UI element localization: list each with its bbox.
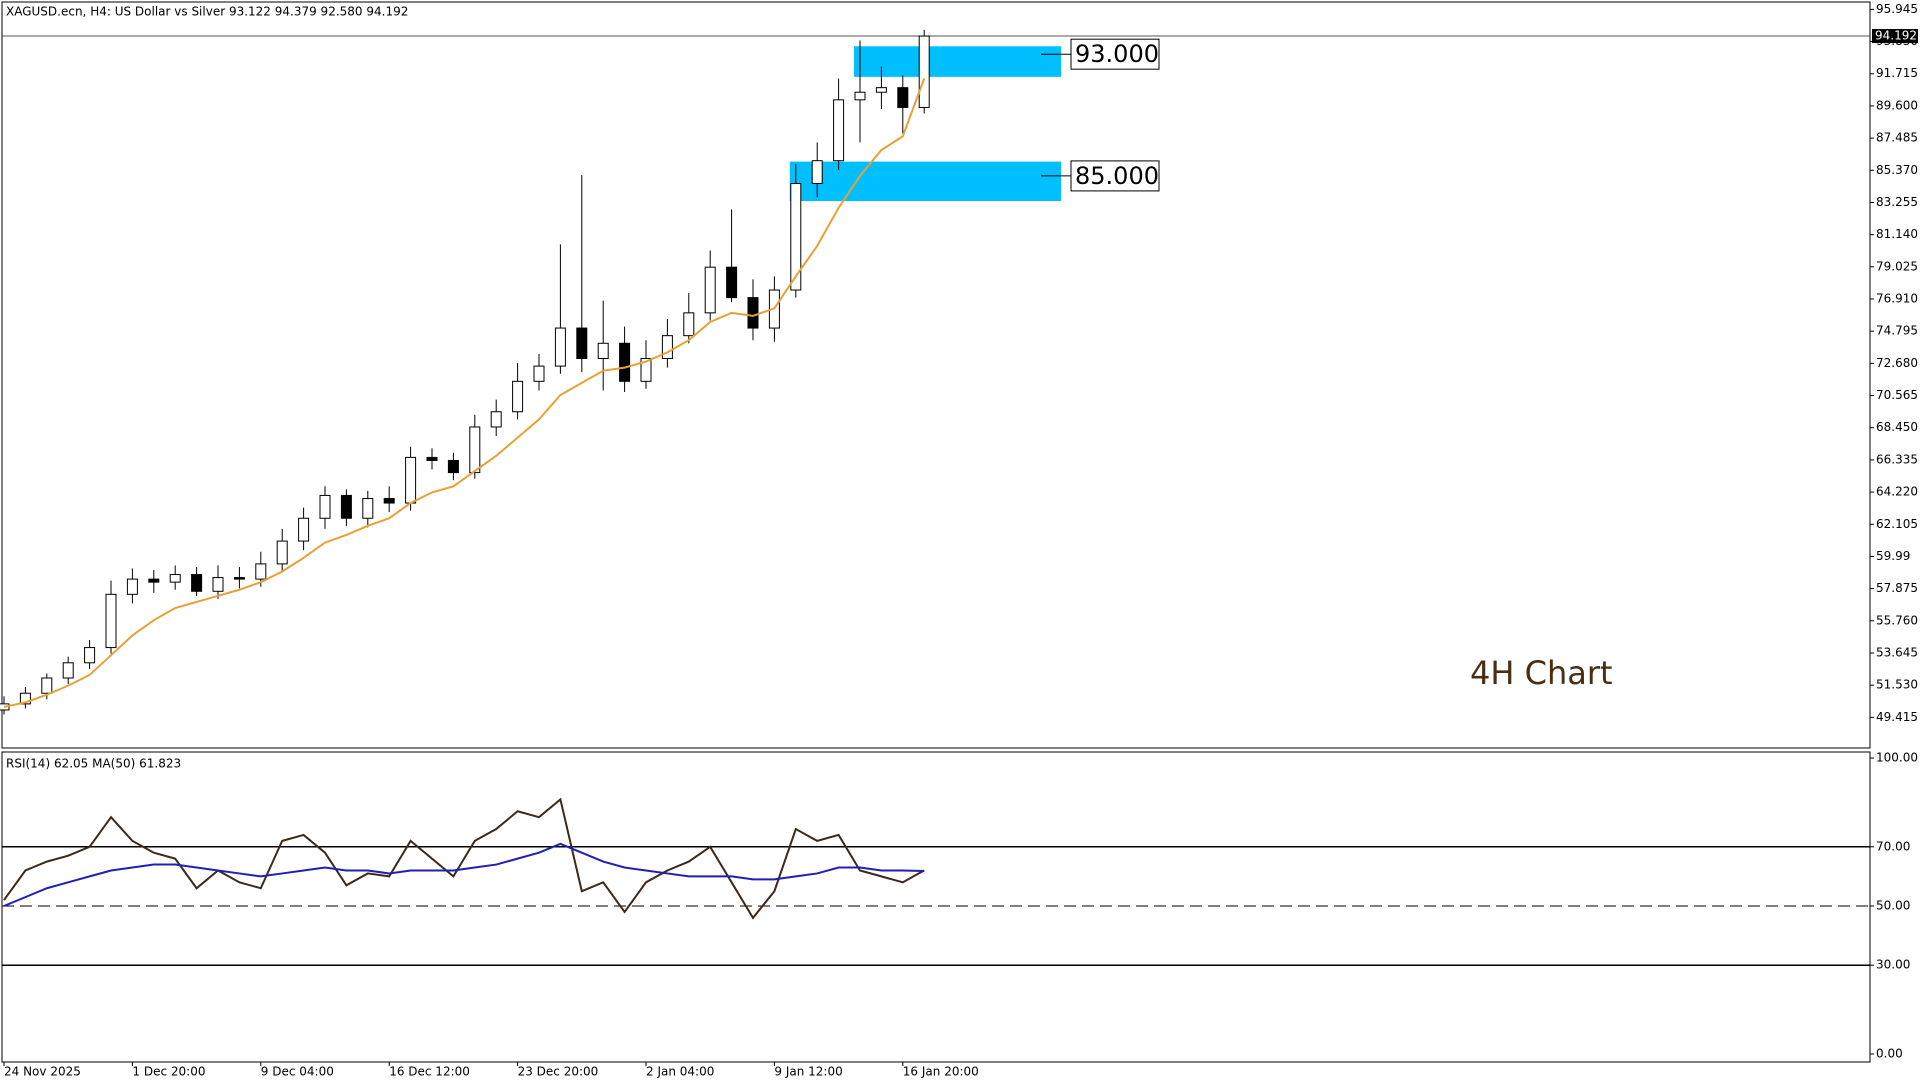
candle-body (533, 365, 545, 382)
y-tick-label: 85.370 (1876, 163, 1918, 177)
candle-body (897, 87, 909, 108)
y-tick-label: 87.485 (1876, 131, 1918, 145)
candle-body (683, 312, 695, 337)
y-tick-label: 30.00 (1876, 958, 1910, 972)
candle-body (191, 574, 203, 592)
y-tick-label: 59.99 (1876, 549, 1910, 563)
candle-body (469, 426, 481, 474)
candle-body (447, 459, 459, 474)
candle-body (405, 456, 417, 504)
y-tick-label: 79.025 (1876, 259, 1918, 273)
price-title: XAGUSD.ecn, H4: US Dollar vs Silver 93.1… (6, 5, 408, 19)
candle-body (362, 497, 374, 519)
y-tick-label: 53.645 (1876, 645, 1918, 659)
y-tick-label: 95.945 (1876, 2, 1918, 16)
y-tick-label: 50.00 (1876, 899, 1910, 913)
zone-label: 85.000 (1075, 162, 1159, 190)
y-tick-label: 72.680 (1876, 356, 1918, 370)
x-tick-label: 16 Dec 12:00 (389, 1065, 470, 1079)
y-tick-label: 0.00 (1876, 1047, 1903, 1061)
moving-average (3, 78, 926, 708)
candle-body (319, 494, 331, 519)
candle-body (233, 577, 245, 580)
candle-body (918, 35, 930, 108)
y-tick-label: 70.00 (1876, 839, 1910, 853)
candle-body (875, 87, 887, 93)
price-frame (1, 1, 1871, 749)
current-price-label: 94.192 (1875, 29, 1917, 43)
candle-body (105, 593, 117, 649)
candle-body (126, 578, 138, 595)
candle-body (704, 266, 716, 314)
y-tick-label: 66.335 (1876, 452, 1918, 466)
candle-body (747, 297, 759, 329)
x-tick-label: 16 Jan 20:00 (903, 1065, 979, 1079)
x-tick-label: 1 Dec 20:00 (132, 1065, 205, 1079)
y-tick-label: 100.00 (1876, 751, 1918, 765)
annotation: 4H Chart (1470, 654, 1613, 692)
y-tick-label: 70.565 (1876, 388, 1918, 402)
y-tick-label: 62.105 (1876, 517, 1918, 531)
y-tick-label: 76.910 (1876, 292, 1918, 306)
y-tick-label: 83.255 (1876, 195, 1918, 209)
y-tick-label: 81.140 (1876, 227, 1918, 241)
y-tick-label: 91.715 (1876, 66, 1918, 80)
rsi-line (3, 797, 925, 920)
candle-body (554, 327, 566, 367)
candle-body (597, 342, 609, 359)
zone-label-box (1070, 38, 1160, 70)
y-tick-label: 55.760 (1876, 613, 1918, 627)
candle-body (811, 160, 823, 185)
candle-body (640, 357, 652, 382)
zone-label: 93.000 (1075, 40, 1159, 68)
candle-body (62, 662, 74, 679)
candle-body (212, 577, 224, 592)
x-tick-label: 9 Dec 04:00 (261, 1065, 334, 1079)
candle-body (276, 540, 288, 565)
x-tick-label: 24 Nov 2025 (4, 1065, 81, 1079)
candle-body (661, 335, 673, 359)
zone-label-box (1070, 160, 1160, 192)
candle-body (255, 563, 267, 580)
candle-body (790, 183, 802, 291)
candle-body (19, 692, 31, 705)
candle-body (41, 677, 53, 694)
candle-body (148, 578, 160, 583)
y-tick-label: 74.795 (1876, 324, 1918, 338)
candle-body (726, 266, 738, 299)
y-tick-label: 57.875 (1876, 581, 1918, 595)
candle-body (169, 574, 181, 583)
rsi-title: RSI(14) 62.05 MA(50) 61.823 (6, 757, 181, 771)
candle-body (490, 411, 502, 428)
candle-body (512, 380, 524, 413)
zone (854, 46, 1061, 77)
candle-body (619, 342, 631, 382)
x-tick-label: 23 Dec 20:00 (518, 1065, 599, 1079)
y-tick-label: 68.450 (1876, 420, 1918, 434)
rsi-line (3, 842, 925, 907)
rsi-frame (1, 751, 1871, 1063)
candle-body (833, 99, 845, 162)
y-tick-label: 51.530 (1876, 678, 1918, 692)
candle-body (383, 497, 395, 504)
candle-body (84, 647, 96, 664)
candle-body (298, 517, 310, 542)
x-tick-label: 9 Jan 12:00 (774, 1065, 842, 1079)
candle-body (426, 456, 438, 461)
candle-body (576, 327, 588, 359)
candle-body (854, 91, 866, 101)
zone (789, 161, 1061, 202)
y-tick-label: 49.415 (1876, 710, 1918, 724)
y-tick-label: 64.220 (1876, 485, 1918, 499)
x-tick-label: 2 Jan 04:00 (646, 1065, 714, 1079)
y-tick-label: 89.600 (1876, 98, 1918, 112)
candle-body (340, 494, 352, 519)
current-price-box (1872, 29, 1918, 44)
